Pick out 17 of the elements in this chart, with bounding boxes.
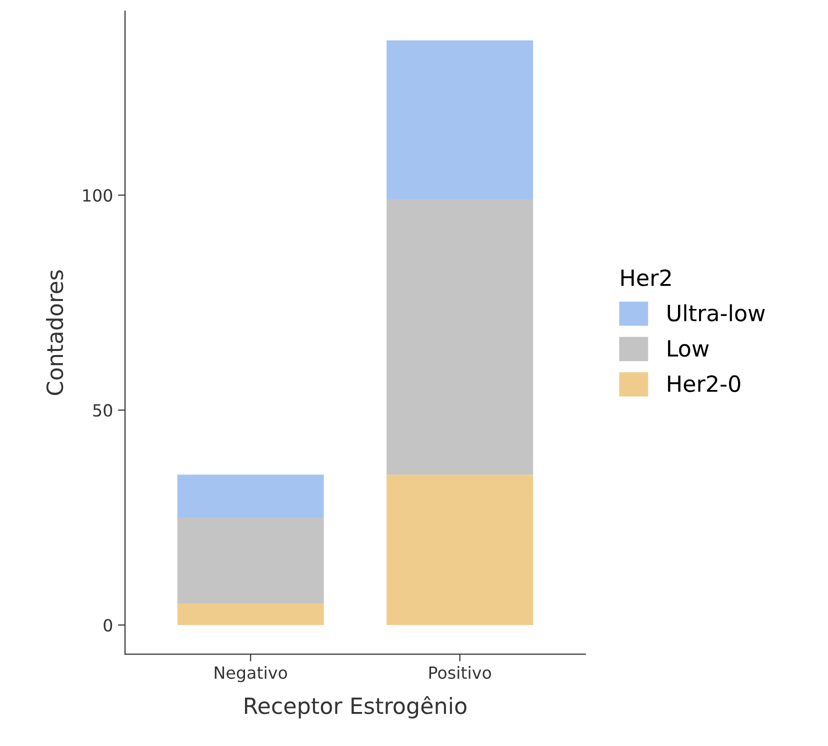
x-tick-label: Positivo xyxy=(429,666,492,679)
x-axis-title: Receptor Estrogênio xyxy=(244,696,466,718)
bar xyxy=(177,604,324,626)
bar xyxy=(177,474,324,518)
bar xyxy=(177,518,324,604)
legend-title: Her2 xyxy=(621,269,671,286)
bar xyxy=(386,40,534,200)
y-tick-label: 0 xyxy=(104,618,112,632)
legend-label: Ultra-low xyxy=(668,304,765,322)
y-tick-label: 100 xyxy=(83,189,112,202)
bar xyxy=(386,474,534,626)
legend-label: Her2-0 xyxy=(668,375,740,392)
legend-label: Low xyxy=(668,340,709,357)
x-tick-label: Negativo xyxy=(214,666,288,682)
y-axis-title: Contadores xyxy=(46,270,64,396)
bar xyxy=(386,199,534,475)
y-tick-label: 50 xyxy=(93,404,112,417)
